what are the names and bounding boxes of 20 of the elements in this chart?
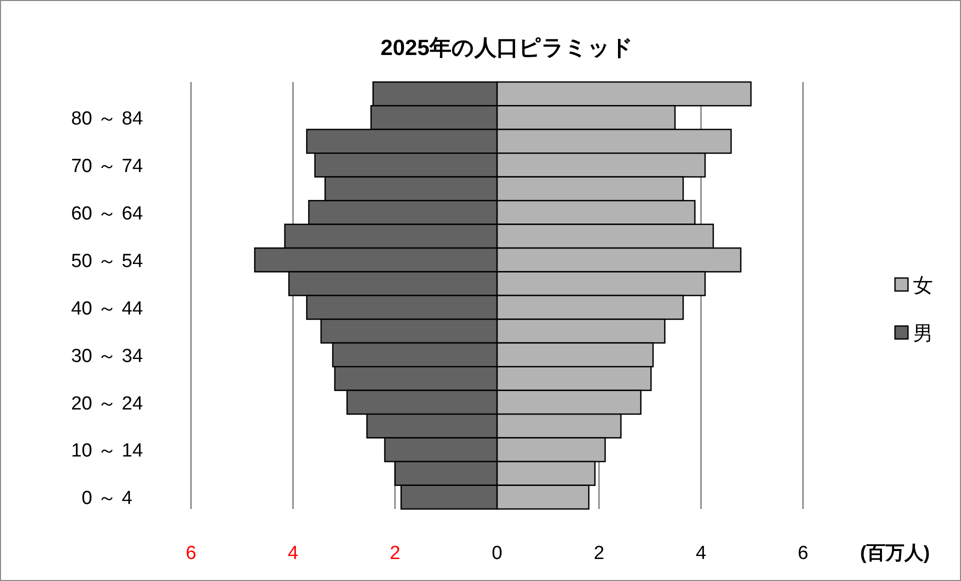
y-tick-label: 70 ～ 74	[71, 156, 144, 178]
chart-title: 2025年の人口ピラミッド	[380, 35, 634, 60]
legend-label: 男	[913, 323, 933, 345]
y-tick-label: 80 ～ 84	[71, 108, 144, 130]
y-tick-label: 30 ～ 34	[71, 346, 144, 367]
y-tick-label: 10 ～ 14	[71, 440, 144, 462]
y-tick-label: 60 ～ 64	[71, 203, 144, 224]
x-axis-title: (百万人)	[860, 543, 930, 564]
y-tick-label: 40 ～ 44	[71, 298, 144, 320]
x-tick-label: 4	[288, 543, 299, 564]
y-tick-label: 50 ～ 54	[71, 250, 144, 272]
legend-label: 女	[913, 275, 933, 297]
y-tick-label: 0 ～ 4	[82, 488, 133, 510]
x-tick-label: 6	[798, 543, 808, 564]
x-tick-label: 6	[186, 543, 196, 564]
x-tick-label: 2	[390, 543, 400, 564]
x-tick-label: 2	[594, 543, 604, 564]
x-tick-label: 0	[492, 543, 502, 564]
y-tick-label: 20 ～ 24	[71, 393, 144, 414]
x-tick-label: 4	[696, 543, 707, 564]
